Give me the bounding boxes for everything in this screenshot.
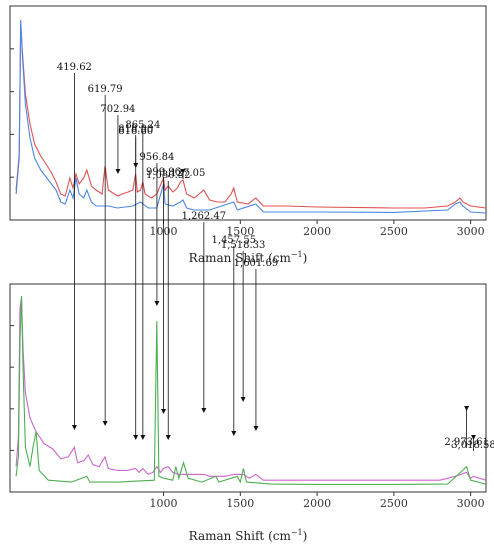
annotation-arrowhead bbox=[464, 406, 470, 411]
bottom-x-axis-label-sup: −1 bbox=[291, 528, 303, 537]
annotation-label: 1,127.05 bbox=[161, 168, 206, 179]
annotation-label: 702.94 bbox=[100, 104, 135, 115]
x-tick-label: 2500 bbox=[380, 225, 408, 238]
top-plot-marks bbox=[15, 19, 487, 214]
annotation-arrowhead bbox=[102, 421, 108, 426]
top-plot-frame bbox=[9, 5, 487, 221]
x-tick-label: 1500 bbox=[226, 497, 254, 510]
x-tick-label: 2000 bbox=[303, 497, 331, 510]
annotation-arrowhead bbox=[154, 301, 160, 306]
annotation-arrowhead bbox=[115, 169, 121, 174]
annotation-label: 1,457.55 bbox=[212, 235, 257, 246]
series-line-1 bbox=[15, 295, 487, 485]
annotation-arrowhead bbox=[140, 435, 146, 440]
annotation-arrowhead bbox=[71, 425, 77, 430]
bottom-plot-marks bbox=[15, 295, 487, 485]
bottom-plot-frame bbox=[9, 283, 487, 493]
series-line-0 bbox=[15, 297, 487, 481]
annotation-label: 999.96 bbox=[146, 167, 181, 178]
x-tick-label: 1500 bbox=[226, 225, 254, 238]
annotation-label: 619.79 bbox=[88, 84, 123, 95]
x-tick-label: 3000 bbox=[457, 225, 485, 238]
annotation-arrowhead bbox=[161, 409, 167, 414]
annotation-arrowhead bbox=[240, 397, 246, 402]
annotation-label: 2,973.61 bbox=[444, 437, 489, 448]
annotation-label: 818.80 bbox=[118, 126, 153, 137]
top-annotations: 702.94 818.80 1,127.05 bbox=[100, 104, 205, 179]
top-x-ticks: 1000 1500 2000 2500 3000 bbox=[10, 48, 485, 238]
top-spectrum-panel: 1000 1500 2000 2500 3000 702.94818.801,127.0… bbox=[9, 5, 487, 265]
bottom-spectrum-panel: 1000 1500 2000 2500 3000 419.62 619.79 818.808… bbox=[9, 62, 494, 543]
annotation-arrowhead bbox=[231, 431, 237, 436]
series-line-1 bbox=[15, 19, 487, 214]
top-x-axis-label: Raman Shift (cm−1) bbox=[189, 250, 308, 265]
annotation-label: 1,518.33 bbox=[221, 240, 266, 251]
annotation-label: 1,262.47 bbox=[182, 211, 227, 222]
x-tick-label: 1000 bbox=[150, 497, 178, 510]
annotation-arrowhead bbox=[133, 435, 139, 440]
top-x-axis-label-sup: −1 bbox=[291, 250, 303, 259]
annotation-arrowhead bbox=[165, 435, 171, 440]
annotation-arrowhead bbox=[470, 435, 476, 440]
series-line-0 bbox=[15, 23, 487, 209]
x-tick-label: 3000 bbox=[457, 497, 485, 510]
annotation-label: 818.80 bbox=[118, 124, 153, 135]
annotation-arrowhead bbox=[180, 169, 186, 174]
annotation-label: 1,601.69 bbox=[234, 258, 279, 269]
annotation-arrowhead bbox=[201, 408, 207, 413]
x-tick-label: 2500 bbox=[380, 497, 408, 510]
x-tick-label: 2000 bbox=[303, 225, 331, 238]
annotation-arrowhead bbox=[253, 426, 259, 431]
annotation-label: 1,030.52 bbox=[146, 170, 191, 181]
annotation-label: 956.84 bbox=[139, 152, 174, 163]
bottom-x-axis-label: Raman Shift (cm−1) bbox=[189, 528, 308, 543]
annotation-label: 3,018.58 bbox=[451, 440, 494, 451]
annotation-label: 865.24 bbox=[125, 120, 160, 131]
bottom-x-ticks: 1000 1500 2000 2500 3000 bbox=[10, 325, 485, 510]
annotation-label: 419.62 bbox=[57, 62, 92, 73]
